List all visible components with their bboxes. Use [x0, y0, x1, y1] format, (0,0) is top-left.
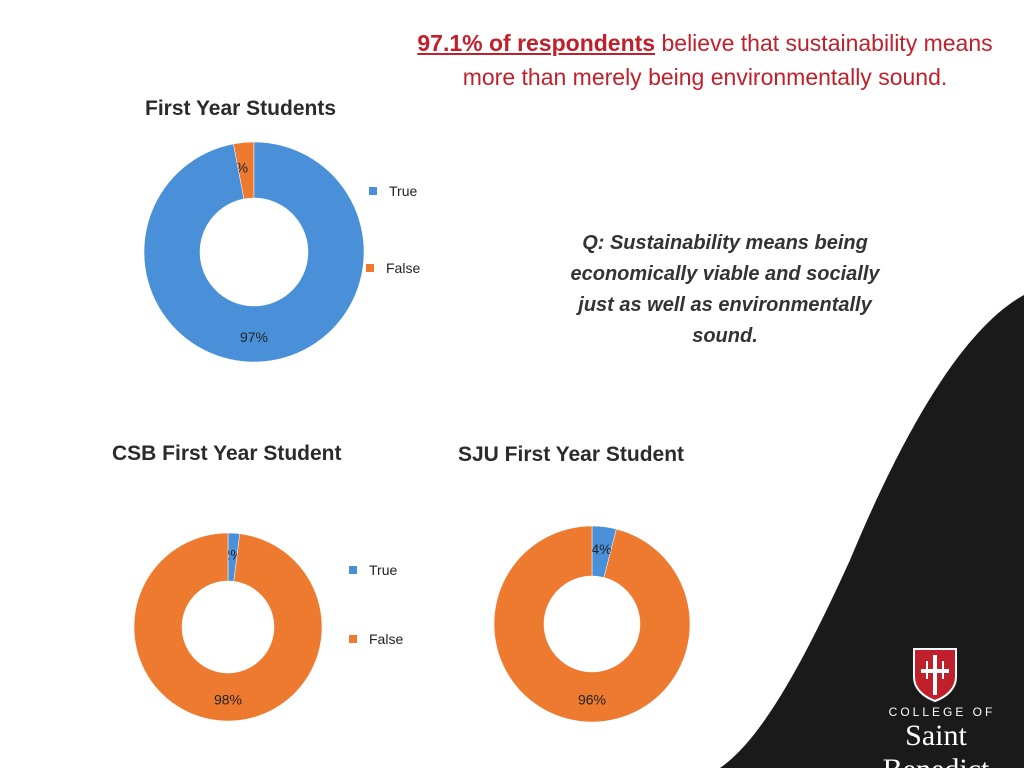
data-label-sju-false: 96%	[578, 692, 606, 708]
legend-label-false-csb: False	[369, 631, 404, 647]
legend-item-true: True	[369, 183, 417, 199]
headline-emphasis: 97.1% of respondents	[417, 30, 656, 56]
legend-swatch-false	[366, 264, 374, 272]
legend-item-false-csb: False	[349, 631, 403, 647]
donut-slice-csb-false	[133, 532, 323, 722]
legend-label-false: False	[386, 260, 421, 276]
logo-text-line1: COLLEGE OF	[888, 705, 996, 719]
legend-swatch-false-csb	[349, 635, 357, 643]
legend-swatch-true	[369, 187, 377, 195]
cross-shield-icon	[913, 648, 957, 703]
data-label-sju-true: 4%	[591, 541, 611, 557]
legend-label-true: True	[389, 183, 418, 199]
data-label-csb-false: 98%	[214, 691, 242, 707]
headline-rest: believe that sustainability means more t…	[462, 30, 993, 90]
chart-title-first-year: First Year Students	[145, 97, 337, 120]
donut-slice-sju-false	[493, 525, 691, 723]
college-logo: COLLEGE OF Saint Benedict	[850, 645, 1020, 768]
survey-question: Q: Sustainability means being economical…	[570, 232, 880, 347]
logo-text-line2: Saint Benedict	[883, 719, 990, 768]
legend-swatch-true-csb	[349, 566, 357, 574]
legend-item-false: False	[366, 260, 420, 276]
headline: 97.1% of respondents believe that sustai…	[410, 26, 1000, 94]
chart-title-sju: SJU First Year Student	[458, 443, 685, 466]
chart-title-csb: CSB First Year Student	[112, 442, 342, 465]
legend-label-true-csb: True	[369, 562, 398, 578]
data-label-first-year-true: 97%	[240, 329, 268, 345]
donut-slice-first-year-true	[143, 141, 365, 363]
legend-item-true-csb: True	[349, 562, 397, 578]
